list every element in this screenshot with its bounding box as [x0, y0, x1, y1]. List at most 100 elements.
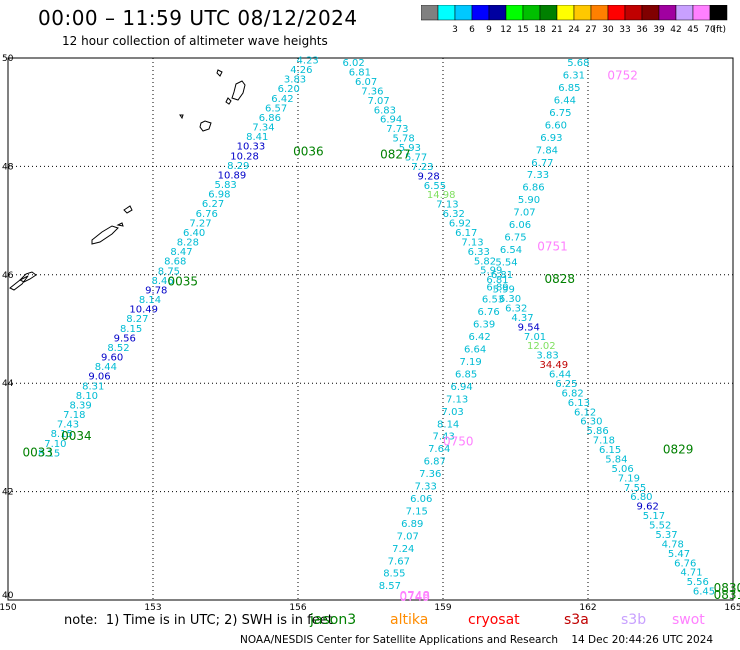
pass-time-label: 0831	[714, 588, 740, 602]
wave-height-value: 8.57	[379, 581, 401, 592]
wave-height-value: 5.17	[643, 511, 665, 522]
satellite-name: swot	[672, 612, 705, 628]
wave-height-value: 7.13	[461, 237, 483, 248]
wave-height-value: 7.84	[536, 145, 558, 156]
wave-height-value: 9.62	[637, 502, 659, 513]
wave-height-value: 6.55	[424, 181, 446, 192]
wave-height-value: 6.42	[468, 332, 490, 343]
wave-height-value: 5.99	[493, 285, 515, 296]
wave-height-value: 6.83	[374, 105, 396, 116]
wave-height-value: 6.77	[531, 158, 553, 169]
wave-height-value: 5.78	[393, 134, 415, 145]
lat-tick-label: 40	[2, 591, 14, 601]
wave-height-value: 6.89	[486, 282, 508, 293]
island-outline	[91, 225, 119, 245]
lat-tick-label: 44	[2, 379, 14, 389]
island-outline	[179, 114, 184, 120]
wave-height-value: 7.23	[411, 162, 433, 173]
pass-time-label: 0748	[400, 589, 431, 603]
wave-height-value: 5.37	[655, 530, 677, 541]
island-outline	[199, 120, 212, 132]
wave-height-value: 5.99	[480, 266, 502, 277]
lat-tick-label: 48	[2, 162, 14, 172]
wave-height-value: 7.10	[44, 439, 66, 450]
legend-tick-label: 6	[469, 25, 475, 35]
island-outline	[231, 80, 246, 101]
wave-height-value: 6.32	[505, 303, 527, 314]
pass-time-label: 0827	[380, 147, 411, 161]
wave-height-value: 6.80	[630, 492, 652, 503]
wave-height-value: 6.02	[342, 58, 364, 69]
wave-height-value: 6.20	[278, 84, 300, 95]
wave-height-value: 6.53	[482, 295, 504, 306]
lon-tick-label: 159	[434, 603, 451, 612]
wave-height-value: 5.06	[612, 464, 634, 475]
pass-time-label: 0749	[400, 590, 431, 604]
lat-tick-label: 50	[2, 54, 14, 64]
wave-height-value: 6.76	[674, 558, 696, 569]
island-outline	[19, 271, 37, 283]
wave-height-value: 6.12	[574, 407, 596, 418]
lat-tick-label: 46	[2, 271, 14, 281]
wave-height-value: 6.64	[464, 345, 486, 356]
wave-height-value: 8.52	[107, 343, 129, 354]
wave-height-value: 8.75	[158, 266, 180, 277]
wave-height-value: 8.31	[82, 381, 104, 392]
lon-tick-label: 165	[724, 603, 740, 612]
wave-height-value: 7.27	[189, 218, 211, 229]
wave-height-value: 34.49	[540, 360, 569, 371]
wave-height-value: 10.89	[218, 170, 247, 181]
wave-height-value: 8.14	[437, 419, 459, 430]
credit-line: NOAA/NESDIS Center for Satellite Applica…	[240, 634, 714, 646]
island-outline	[123, 205, 133, 214]
lon-tick-label: 156	[289, 603, 306, 612]
wave-height-value: 6.92	[449, 219, 471, 230]
lon-tick-label: 150	[0, 603, 17, 612]
pass-time-label: 0750	[443, 435, 474, 449]
wave-height-value: 6.81	[491, 270, 513, 281]
wave-height-value: 6.17	[455, 228, 477, 239]
legend-tick-label: 15	[517, 25, 528, 35]
legend-tick-label: 12	[500, 25, 511, 35]
wave-height-value: 6.15	[599, 445, 621, 456]
wave-height-value: 7.55	[624, 483, 646, 494]
satellite-name: jason3	[310, 612, 357, 628]
footnote: note: 1) Time is in UTC; 2) SWH is in fe…	[64, 613, 333, 628]
wave-height-value: 5.83	[215, 180, 237, 191]
pass-time-label: 0036	[293, 145, 324, 159]
pass-time-label: 0829	[663, 443, 694, 457]
wave-height-value: 5.77	[405, 152, 427, 163]
legend-tick-label: 18	[534, 25, 546, 35]
wave-height-value: 9.78	[145, 285, 167, 296]
wave-height-value: 8.14	[139, 295, 161, 306]
wave-height-value: 6.75	[549, 108, 571, 119]
wave-height-value: 10.33	[237, 142, 266, 153]
wave-height-value: 5.54	[495, 257, 517, 268]
wave-height-value: 4.37	[511, 313, 533, 324]
wave-height-value: 8.15	[51, 429, 73, 440]
wave-height-value: 5.86	[586, 426, 608, 437]
wave-height-value: 6.32	[443, 209, 465, 220]
wave-height-value: 6.60	[545, 120, 567, 131]
island-outline	[9, 275, 29, 291]
wave-height-value: 8.27	[126, 314, 148, 325]
wave-height-value: 6.30	[499, 294, 521, 305]
wave-height-value: 6.75	[504, 232, 526, 243]
lon-tick-label: 162	[579, 603, 596, 612]
wave-height-value: 6.87	[424, 457, 446, 468]
wave-height-value: 5.68	[567, 58, 589, 69]
wave-height-value: 8.47	[170, 247, 192, 258]
wave-height-legend: 3 6 9 12 15 18 21 24 27 30 33 36 39 42 45 70(ft)	[421, 5, 728, 35]
coastline	[9, 69, 246, 291]
wave-height-value: 7.03	[442, 407, 464, 418]
pass-time-label: 0752	[607, 69, 638, 83]
lon-tick-label: 153	[144, 603, 161, 612]
wave-height-value: 6.44	[554, 95, 576, 106]
legend-tick-label: 42	[670, 25, 681, 35]
pass-time-label: 0828	[545, 272, 576, 286]
satellite-name: altika	[390, 612, 429, 628]
legend-tick-label: 27	[585, 25, 596, 35]
wave-height-value: 6.76	[477, 307, 499, 318]
